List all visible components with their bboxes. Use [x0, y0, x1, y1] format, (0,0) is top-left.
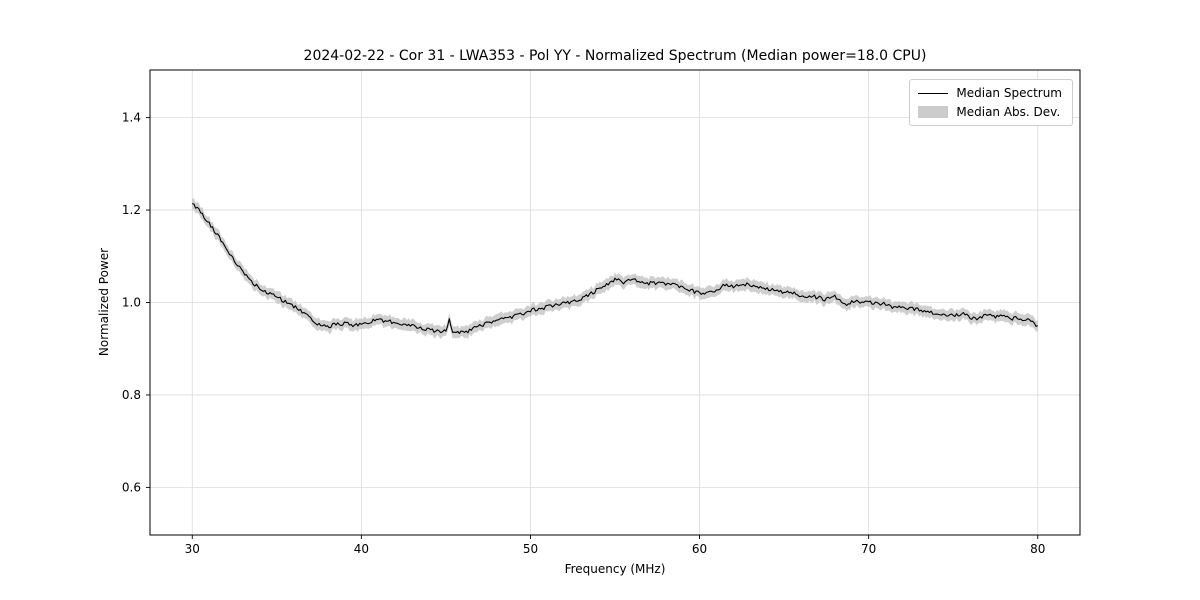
x-tick-label: 40 — [354, 542, 369, 556]
legend: Median Spectrum Median Abs. Dev. — [909, 79, 1073, 126]
y-tick-label: 0.6 — [122, 480, 141, 494]
legend-item-median-spectrum: Median Spectrum — [918, 86, 1062, 100]
y-tick-label: 0.8 — [122, 388, 141, 402]
x-axis-label: Frequency (MHz) — [564, 562, 666, 576]
y-tick-label: 1.0 — [122, 296, 141, 310]
legend-item-median-abs-dev: Median Abs. Dev. — [918, 105, 1062, 119]
x-tick-label: 60 — [692, 542, 707, 556]
x-tick-label: 70 — [861, 542, 876, 556]
line-sample-icon — [918, 92, 949, 94]
legend-label: Median Abs. Dev. — [956, 105, 1061, 119]
patch-sample-icon — [918, 106, 949, 118]
x-tick-label: 30 — [185, 542, 200, 556]
y-tick-label: 1.4 — [122, 111, 141, 125]
legend-label: Median Spectrum — [956, 86, 1062, 100]
x-tick-label: 80 — [1030, 542, 1045, 556]
plot-title: 2024-02-22 - Cor 31 - LWA353 - Pol YY - … — [303, 48, 927, 64]
x-tick-label: 50 — [523, 542, 538, 556]
y-tick-label: 1.2 — [122, 203, 141, 217]
